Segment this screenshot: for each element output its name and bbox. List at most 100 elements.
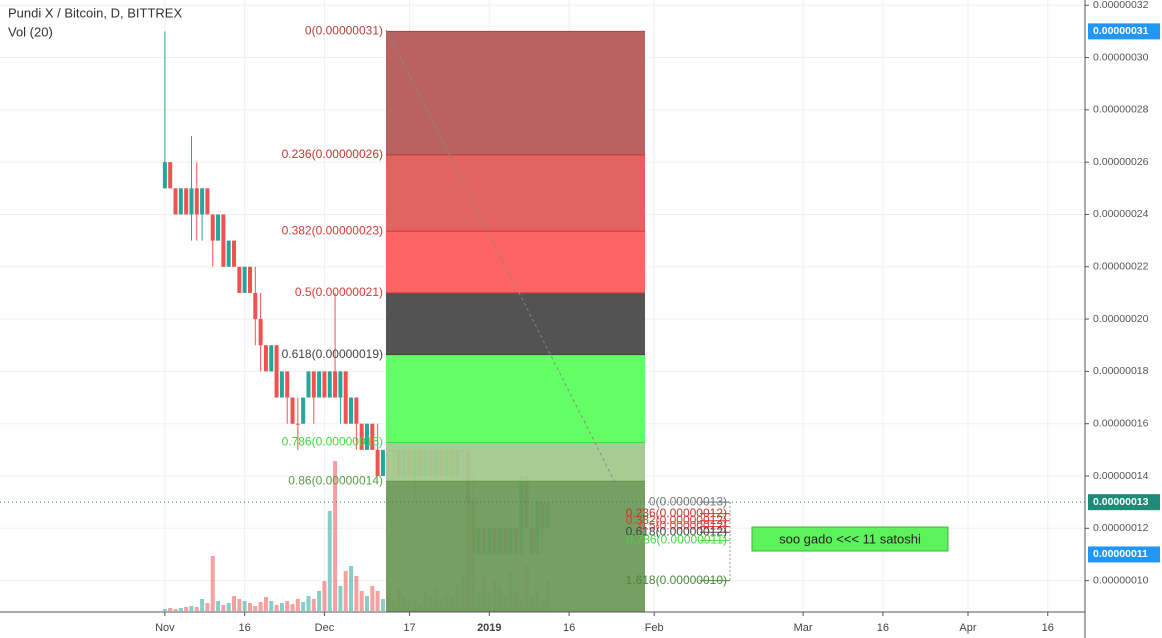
candle-body [279,371,284,398]
fib-band [386,354,645,443]
x-tick-label: Apr [959,622,976,634]
volume-bar [168,608,173,611]
candle-body [290,397,295,424]
x-tick-label: 16 [239,622,251,634]
candle-body [285,371,290,398]
y-tick-label: 0.00000020 [1093,313,1149,325]
candle-body [375,449,380,476]
y-tick-label: 0.00000028 [1093,104,1149,116]
x-tick-label: Mar [794,622,813,634]
y-tick-label: 0.00000026 [1093,156,1149,168]
volume-bar [247,603,252,611]
fib-band [386,154,645,232]
annotation: soo gado <<< 11 satoshi [779,531,921,546]
candle-body [221,214,226,267]
candle-body [301,397,306,424]
candle-body [380,449,385,476]
volume-bar [184,607,189,611]
candle-body [210,214,215,241]
volume-bar [216,601,221,611]
fib-band [386,31,645,155]
price-mark-box [1088,23,1160,40]
x-tick-label: Feb [645,622,664,634]
fib-band [386,442,645,482]
volume-bar [306,596,311,611]
candle-body [306,371,311,398]
volume-bar [242,601,247,611]
candle-body [184,188,189,215]
volume-bar [189,606,194,611]
volume-bar [349,566,354,611]
fib-band [386,481,645,612]
volume-bar [322,581,327,611]
candle-body [173,188,178,215]
volume-bar [311,599,316,611]
candle-body [333,371,338,398]
volume-bar [333,461,338,611]
y-tick-label: 0.00000024 [1093,208,1149,220]
volume-bar [279,603,284,611]
volume-bar [338,586,343,611]
candle-body [242,266,247,293]
candle-body [194,188,199,215]
y-tick-label: 0.00000012 [1093,522,1149,534]
price-axis [1085,0,1162,638]
price-mark-box [1088,494,1160,511]
candle-body [338,371,343,398]
price-mark-label: 0.00000011 [1093,548,1148,560]
volume-bar [194,607,199,611]
candle-body [232,240,237,267]
x-tick-label: 17 [403,622,415,634]
candle-body [226,240,231,267]
fib-band [386,292,645,355]
volume-bar [258,602,263,611]
price-mark-label: 0.00000013 [1093,496,1149,508]
fib-label: 0.236(0.00000012) [626,506,727,520]
volume-bar [226,603,231,611]
price-mark-label: 0.00000031 [1093,25,1149,37]
volume-bar [327,511,332,611]
fib-label: 0.382(0.00000023) [282,223,383,237]
candle-body [269,345,274,372]
fib-label: 1.618(0.00000010) [626,573,727,587]
candle-body [200,188,205,215]
volume-bar [162,609,167,611]
candle-body [247,266,252,293]
time-axis [0,612,1085,638]
volume-bar [364,596,369,611]
y-tick-label: 0.00000010 [1093,574,1149,586]
fib-label: 0.618(0.00000012) [626,524,727,538]
price-mark-box [1088,546,1160,563]
candle-body [311,371,316,398]
volume-bar [210,556,215,611]
volume-bar [285,601,290,611]
volume-bar [274,605,279,611]
candle-body [237,266,242,293]
chart-title: Pundi X / Bitcoin, D, BITTREX [8,5,182,20]
volume-bar [317,591,322,611]
candle-body [295,423,300,425]
volume-bar [343,571,348,611]
volume-bar [354,576,359,611]
y-tick-label: 0.00000022 [1093,261,1149,273]
volume-bar [370,586,375,611]
volume-bar [375,591,380,611]
volume-bar [221,605,226,611]
x-tick-label: 16 [1042,622,1054,634]
fib-label: 0.786(0.00000011) [626,533,727,547]
volume-bar [263,597,268,611]
candle-body [258,319,263,346]
volume-bar [205,603,210,611]
fib-label: 0.618(0.00000019) [282,347,383,361]
y-tick-label: 0.00000030 [1093,51,1149,63]
y-tick-label: 0.00000014 [1093,470,1149,482]
volume-bar [232,596,237,611]
fib-label: 0.5(0.00000021) [295,285,383,299]
x-tick-label: 2019 [477,622,501,634]
axis-labels: 0.00000032 0.00000030 0.00000028 0.00000026… [155,0,1160,634]
volume-bar [290,604,295,611]
candle-body [162,162,167,189]
volume-bar [301,602,306,611]
fib-label: 0.5(0.00000012) [639,519,727,533]
